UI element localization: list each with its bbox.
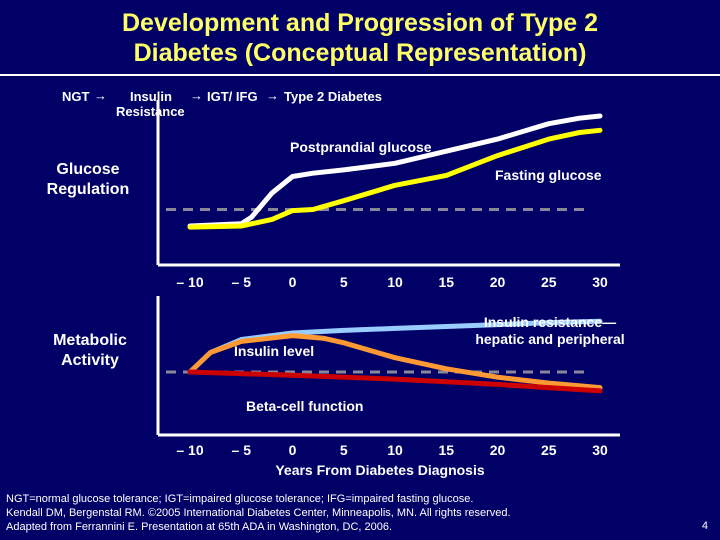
x-tick-label: – 5 xyxy=(231,274,251,290)
glucose-ylabel-line-1: Glucose xyxy=(56,161,120,178)
x-tick-label: 30 xyxy=(592,274,608,290)
x-tick-label: 10 xyxy=(387,274,403,290)
title-line-2: Diabetes (Conceptual Representation) xyxy=(133,39,587,67)
title-line-1: Development and Progression of Type 2 xyxy=(121,9,599,37)
x-tick-label: 20 xyxy=(489,442,506,458)
x-tick-label: 15 xyxy=(438,442,455,458)
stage-igt-ifg: IGT/ IFG xyxy=(207,89,258,104)
x-tick-label: 5 xyxy=(339,442,348,458)
postprandial-glucose-label: Postprandial glucose xyxy=(290,139,432,155)
x-tick-label: 15 xyxy=(438,274,455,290)
x-tick-label: 0 xyxy=(288,442,297,458)
x-tick-label: 25 xyxy=(540,274,557,290)
stage-arrow-3: → xyxy=(266,88,279,103)
glucose-regulation-label: Glucose Regulation xyxy=(28,160,148,200)
beta-cell-function-label: Beta-cell function xyxy=(246,398,364,414)
footnote-copyright: Kendall DM, Bergenstal RM. ©2005 Interna… xyxy=(6,507,511,519)
stage-type2-diabetes: Type 2 Diabetes xyxy=(284,89,383,104)
metabolic-activity-label: Metabolic Activity xyxy=(30,331,150,371)
title-divider xyxy=(0,74,720,76)
slide-title: Development and Progression of Type 2 Di… xyxy=(0,8,720,68)
x-tick-label: – 5 xyxy=(231,442,251,458)
fasting-glucose-label: Fasting glucose xyxy=(495,167,602,183)
footnote-source: Adapted from Ferrannini E. Presentation … xyxy=(6,521,393,533)
stage-insulin-resistance-2: Resistance xyxy=(116,104,185,119)
x-tick-label: – 10 xyxy=(176,442,204,458)
postprandial-glucose-line xyxy=(187,113,603,229)
stage-arrow-1: → xyxy=(94,88,107,103)
x-axis-title: Years From Diabetes Diagnosis xyxy=(275,462,485,478)
stage-ngt: NGT xyxy=(62,89,90,104)
beta-cell-function-line xyxy=(187,369,603,394)
insulin-resistance-label: Insulin resistance— hepatic and peripher… xyxy=(440,314,660,348)
x-tick-label: 25 xyxy=(540,442,557,458)
insulin-level-line xyxy=(187,333,603,391)
x-tick-label: 30 xyxy=(592,442,608,458)
stage-insulin-resistance: Insulin xyxy=(130,89,172,104)
x-tick-label: 20 xyxy=(489,274,506,290)
metabolic-ylabel-line-2: Activity xyxy=(61,352,119,369)
x-tick-label: 0 xyxy=(288,274,297,290)
stage-arrow-2: → xyxy=(190,88,203,103)
fasting-glucose-line xyxy=(187,127,603,230)
metabolic-ylabel-line-1: Metabolic xyxy=(53,332,127,349)
insulin-resistance-label-1: Insulin resistance— xyxy=(483,314,617,330)
x-tick-label: – 10 xyxy=(176,274,204,290)
x-tick-label: 5 xyxy=(339,274,348,290)
insulin-level-label: Insulin level xyxy=(234,343,315,359)
x-tick-label: 10 xyxy=(387,442,403,458)
page-number: 4 xyxy=(701,520,708,532)
footnote-abbreviations: NGT=normal glucose tolerance; IGT=impair… xyxy=(6,493,474,505)
insulin-resistance-label-2: hepatic and peripheral xyxy=(475,331,625,347)
glucose-ylabel-line-2: Regulation xyxy=(46,181,130,198)
